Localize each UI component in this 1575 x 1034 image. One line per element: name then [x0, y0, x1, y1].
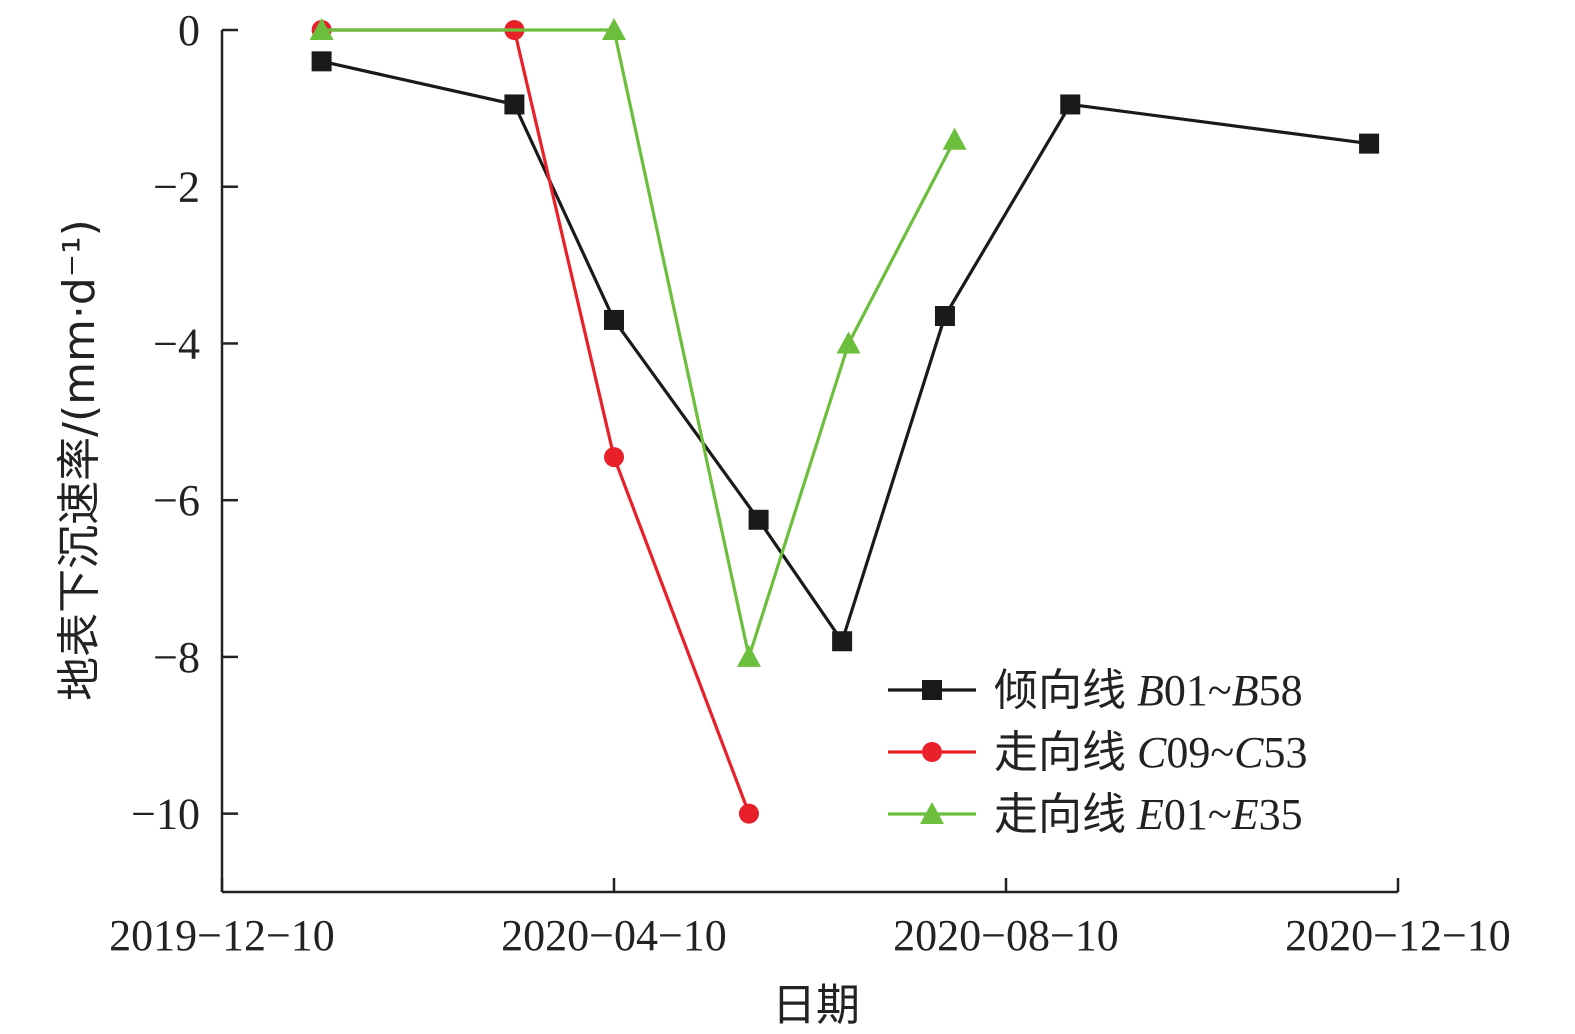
data-point-square [311, 51, 332, 72]
data-point-triangle [736, 644, 761, 667]
data-point-square [748, 509, 769, 530]
y-tick-label: −2 [153, 163, 200, 212]
y-axis-title: 地表下沉速率/(mm·d⁻¹) [54, 219, 105, 701]
x-tick-label: 2019−12−10 [109, 911, 335, 960]
series-2 [311, 20, 759, 824]
data-point-triangle [836, 331, 861, 354]
data-point-square [1060, 94, 1081, 115]
series-line [321, 59, 1370, 643]
series-1 [311, 51, 1380, 652]
data-point-square [934, 306, 955, 327]
legend-label: 倾向线 B01~B58 [994, 666, 1303, 715]
x-tick-label: 2020−08−10 [893, 911, 1119, 960]
data-point-square [1359, 133, 1380, 154]
data-point-triangle [309, 18, 334, 40]
legend-marker [920, 802, 944, 824]
legend-item-2: 走向线 C09~C53 [888, 728, 1308, 777]
data-point-circle [738, 803, 759, 824]
axes: 0 −2 −4 −6 −8 −10 2019−12−10 2020−04−10 2020−08−… [109, 6, 1511, 960]
legend-marker [922, 742, 942, 762]
y-tick-label: −4 [153, 319, 200, 368]
data-point-triangle [602, 18, 626, 40]
series-layer [309, 18, 1380, 824]
series-line [321, 28, 957, 659]
data-point-square [504, 94, 525, 115]
legend-label: 走向线 E01~E35 [994, 790, 1303, 839]
data-point-triangle [942, 127, 967, 150]
y-tick-label: −10 [131, 790, 200, 839]
legend: 倾向线 B01~B58 走向线 C09~C53 走向线 E01~E35 [888, 666, 1308, 839]
legend-label: 走向线 C09~C53 [994, 728, 1308, 777]
y-tick-label: −6 [153, 476, 200, 525]
x-axis-title: 日期 [772, 980, 860, 1031]
data-point-square [832, 631, 853, 652]
x-tick-label: 2020−04−10 [501, 911, 727, 960]
legend-item-1: 倾向线 B01~B58 [888, 666, 1303, 715]
data-point-circle [604, 447, 624, 468]
y-tick-label: 0 [178, 6, 200, 55]
data-point-square [604, 309, 624, 330]
series-3 [309, 18, 967, 667]
x-tick-label: 2020−12−10 [1285, 911, 1511, 960]
legend-item-3: 走向线 E01~E35 [888, 790, 1303, 839]
y-tick-label: −8 [153, 633, 200, 682]
legend-marker [922, 680, 942, 700]
